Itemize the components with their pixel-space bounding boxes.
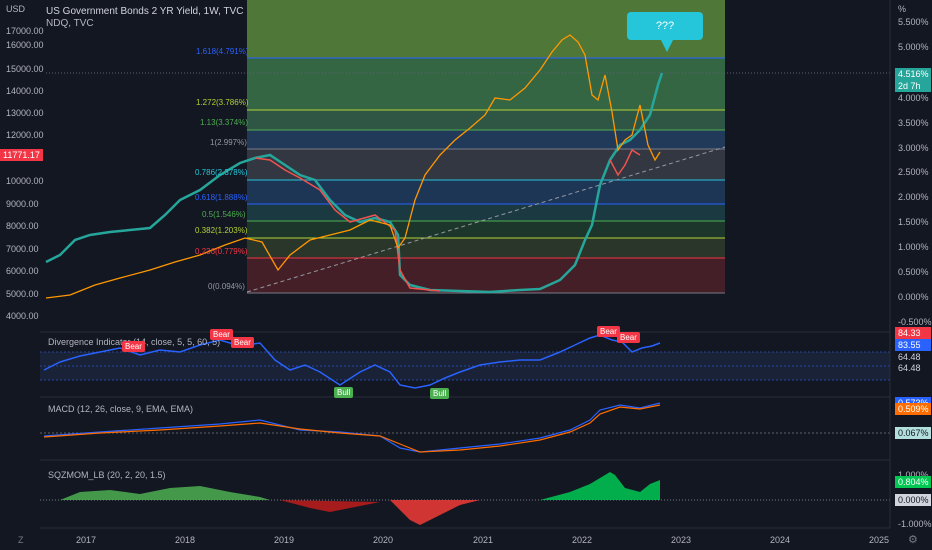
- x-axis-tick: 2020: [373, 535, 394, 545]
- left-axis-tick: 15000.00: [6, 64, 44, 74]
- x-axis-tick: 2019: [274, 535, 295, 545]
- bull-tag: Bull: [334, 387, 354, 398]
- left-axis-tick: 6000.00: [6, 266, 39, 276]
- left-axis-tick: 5000.00: [6, 289, 39, 299]
- right-axis-tick: 3.000%: [898, 143, 929, 153]
- fib-label: 1.13(3.374%): [200, 118, 249, 127]
- annotation-bubble[interactable]: ???: [627, 12, 703, 52]
- x-axis-tick: 2025: [869, 535, 890, 545]
- right-axis-tick: 3.500%: [898, 118, 929, 128]
- fib-label: 1(2.997%): [210, 138, 247, 147]
- right-axis-tick: 5.000%: [898, 42, 929, 52]
- left-axis-tick: 9000.00: [6, 199, 39, 209]
- fib-label: 0(0.094%): [208, 282, 245, 291]
- x-axis-tick: 2021: [473, 535, 494, 545]
- fib-label: 0.786(2.378%): [195, 168, 248, 177]
- div-badge: 84.33: [895, 327, 931, 339]
- div-badge: 83.55: [895, 339, 931, 351]
- bear-tag: Bear: [597, 326, 620, 337]
- fib-label: 0.382(1.203%): [195, 226, 248, 235]
- macd-badge: 0.509%: [895, 403, 931, 415]
- right-axis-tick: 1.000%: [898, 242, 929, 252]
- left-axis-tick: 13000.00: [6, 108, 44, 118]
- left-axis-tick: 12000.00: [6, 130, 44, 140]
- right-axis-tick: 2.000%: [898, 192, 929, 202]
- right-axis-unit: %: [898, 4, 907, 14]
- bear-tag: Bear: [617, 332, 640, 343]
- left-axis-tick: 14000.00: [6, 86, 44, 96]
- x-axis-tick: 2022: [572, 535, 593, 545]
- right-axis-tick: 0.500%: [898, 267, 929, 277]
- div-badge: 64.48: [895, 362, 931, 374]
- right-axis-tick: 4.000%: [898, 93, 929, 103]
- sqz-pane-title[interactable]: SQZMOM_LB (20, 2, 20, 1.5): [48, 470, 166, 480]
- sqz-badge: 0.000%: [895, 494, 931, 506]
- ticker-price-badge: 11771.17: [0, 149, 43, 161]
- x-axis-tick: 2024: [770, 535, 791, 545]
- sqz-axis-tick: 1.000%: [898, 470, 929, 480]
- left-axis-tick: 16000.00: [6, 40, 44, 50]
- bear-tag: Bear: [122, 341, 145, 352]
- right-axis-tick: 0.000%: [898, 292, 929, 302]
- left-axis-tick: 4000.00: [6, 311, 39, 321]
- x-axis-tick: 2017: [76, 535, 97, 545]
- macd-badge: 0.067%: [895, 427, 931, 439]
- left-axis-tick: 17000.00: [6, 26, 44, 36]
- fib-label: 1.618(4.791%): [196, 47, 249, 56]
- sqz-badge: 0.804%: [895, 476, 931, 488]
- div-badge: 64.48: [895, 351, 931, 363]
- right-axis-tick: -0.500%: [898, 317, 932, 327]
- timezone-icon[interactable]: Z: [18, 535, 24, 545]
- x-axis-tick: 2023: [671, 535, 692, 545]
- x-axis-tick: 2018: [175, 535, 196, 545]
- countdown-badge: 2d 7h: [895, 80, 931, 92]
- bull-tag: Bull: [430, 388, 450, 399]
- left-axis-unit: USD: [6, 4, 26, 14]
- fib-label: 0.236(0.779%): [195, 247, 248, 256]
- right-axis-tick: 2.500%: [898, 167, 929, 177]
- macd-pane-title[interactable]: MACD (12, 26, close, 9, EMA, EMA): [48, 404, 194, 414]
- fib-label: 0.5(1.546%): [202, 210, 246, 219]
- fib-label: 0.618(1.888%): [195, 193, 248, 202]
- fib-label: 1.272(3.786%): [196, 98, 249, 107]
- right-axis-tick: 1.500%: [898, 217, 929, 227]
- right-axis-tick: 5.500%: [898, 17, 929, 27]
- left-axis-tick: 7000.00: [6, 244, 39, 254]
- price-badge: 4.516%: [895, 68, 931, 80]
- chart-title: US Government Bonds 2 YR Yield, 1W, TVC: [46, 6, 244, 17]
- bear-tag: Bear: [231, 337, 254, 348]
- left-axis-tick: 10000.00: [6, 176, 44, 186]
- bear-tag: Bear: [210, 329, 233, 340]
- chart-subtitle: NDQ, TVC: [46, 18, 94, 29]
- sqz-axis-tick: -1.000%: [898, 519, 932, 529]
- gear-icon[interactable]: ⚙: [908, 534, 918, 546]
- left-axis-tick: 8000.00: [6, 221, 39, 231]
